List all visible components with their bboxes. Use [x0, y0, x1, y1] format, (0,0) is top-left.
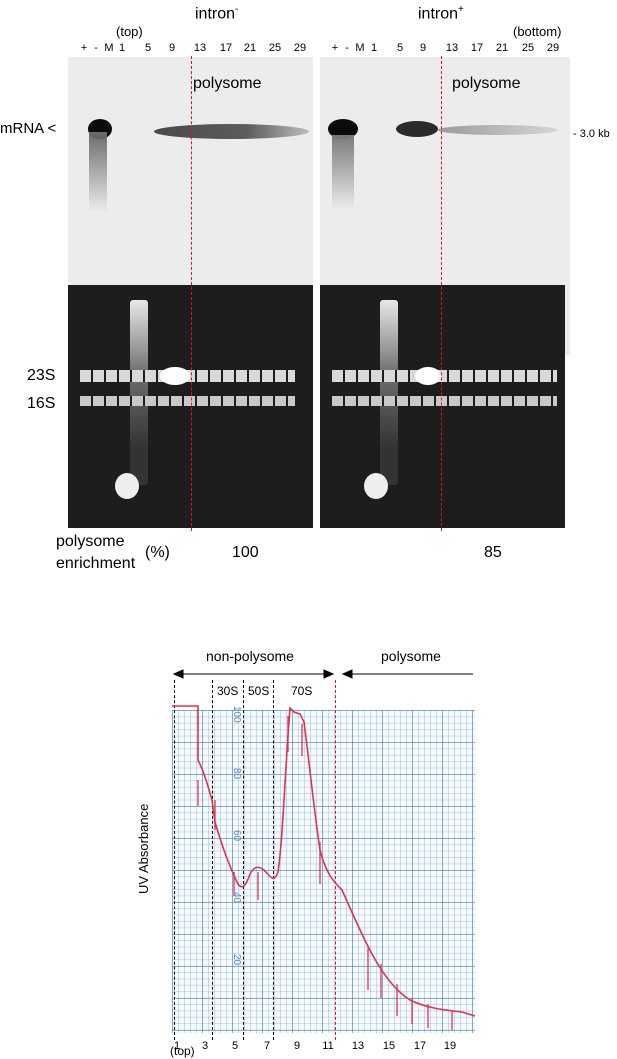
arrowhead-left-icon: [172, 669, 184, 679]
lane-label: 13: [193, 42, 207, 54]
lane-label: 5: [396, 42, 404, 54]
lane-label: 9: [168, 42, 176, 54]
mrna-label: mRNA <: [0, 120, 57, 137]
gel-smear: [130, 300, 148, 485]
polysome-label-right: polysome: [452, 75, 521, 92]
x-tick: 17: [413, 1040, 427, 1052]
blot-smear: [89, 132, 107, 212]
lane-label: 9: [419, 42, 427, 54]
gel-band: [115, 473, 139, 499]
intron-minus-title: intron-: [195, 4, 239, 23]
enrichment-label-line1: polysome: [56, 533, 125, 550]
lane-label: 25: [268, 42, 282, 54]
bottom-label: (bottom): [513, 24, 562, 39]
x-tick: 9: [293, 1040, 301, 1052]
x-tick: 19: [443, 1040, 457, 1052]
polysome-label-left: polysome: [193, 75, 262, 92]
northern-blot-left: [68, 57, 313, 285]
polysome-label: polysome: [381, 648, 441, 664]
lane-label: 21: [495, 42, 509, 54]
polysome-boundary-left: [191, 56, 192, 531]
lane-label: 21: [243, 42, 257, 54]
rrna-gel-right: [320, 285, 565, 528]
enrichment-unit: (%): [145, 544, 170, 561]
y-axis-label: UV Absorbance: [136, 803, 151, 894]
lane-label: 1: [118, 42, 126, 54]
x-tick: 11: [322, 1040, 334, 1052]
blot-smear: [332, 135, 354, 210]
rrna-label-16s: 16S: [27, 395, 56, 412]
polysome-boundary-right: [441, 56, 442, 531]
blot-band: [154, 124, 309, 139]
peak-label-30s: 30S: [217, 684, 239, 698]
lane-label: +: [331, 42, 339, 54]
fraction-boundary: [243, 680, 244, 1040]
x-tick: 7: [263, 1040, 271, 1052]
gel-band: [415, 367, 441, 385]
gel-smear: [380, 300, 398, 485]
fraction-boundary: [273, 680, 274, 1040]
lane-label: 25: [521, 42, 535, 54]
peak-label-50s: 50S: [248, 684, 270, 698]
intron-plus-sup: +: [458, 4, 464, 15]
arrowhead-right-icon: [323, 669, 335, 679]
lane-label: 13: [445, 42, 459, 54]
blot-band: [328, 119, 358, 139]
non-polysome-label: non-polysome: [206, 648, 294, 664]
lane-label: 1: [370, 42, 378, 54]
fraction-boundary: [212, 680, 213, 1040]
rrna-gel-left: [68, 285, 313, 528]
lane-label: +: [80, 42, 88, 54]
x-bottom-label: (top): [170, 1044, 195, 1058]
top-label: (top): [116, 24, 143, 39]
enrichment-value-left: 100: [232, 544, 259, 561]
enrichment-value-right: 85: [484, 544, 502, 561]
polysome-boundary: [335, 680, 336, 1040]
enrichment-label-line2: enrichment: [56, 555, 136, 572]
lane-label: 17: [219, 42, 233, 54]
gel-band-23s: [332, 370, 557, 382]
intron-plus-title: intron+: [418, 4, 464, 23]
chart-paper-grid: [172, 710, 475, 1033]
x-tick: 15: [382, 1040, 396, 1052]
lane-label: 29: [293, 42, 307, 54]
lane-label: 17: [470, 42, 484, 54]
fraction-boundary: [174, 680, 175, 1040]
x-tick: 5: [231, 1040, 239, 1052]
arrowhead-left-icon: [341, 669, 353, 679]
x-tick: 1: [173, 1040, 181, 1052]
gel-band: [364, 473, 388, 499]
peak-label-70s: 70S: [291, 684, 313, 698]
lane-label: M: [355, 42, 365, 54]
blot-band: [396, 121, 438, 137]
size-marker: - 3.0 kb: [573, 128, 610, 140]
lane-label: -: [345, 42, 349, 54]
rrna-label-23s: 23S: [27, 367, 56, 384]
gel-band: [160, 367, 190, 385]
gel-band-16s: [80, 396, 295, 406]
lane-label: 5: [144, 42, 152, 54]
trace-line: [172, 705, 476, 1017]
lane-label: -: [94, 42, 98, 54]
intron-minus-sup: -: [235, 4, 239, 15]
x-tick: 13: [351, 1040, 365, 1052]
lane-label: 29: [546, 42, 560, 54]
lane-label: M: [104, 42, 114, 54]
blot-band: [438, 125, 558, 135]
gel-band-16s: [332, 396, 557, 406]
x-tick: 3: [201, 1040, 209, 1052]
